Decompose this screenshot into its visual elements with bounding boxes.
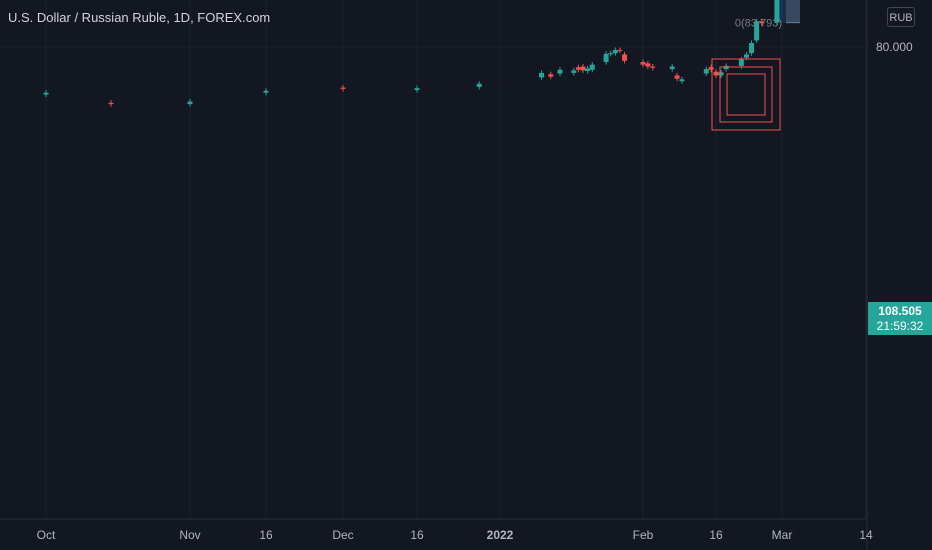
candle [108,100,114,107]
candle-body [340,87,346,89]
x-tick-label: Oct [37,528,56,542]
x-tick-label: Feb [633,528,654,542]
y-tick-label: 80.000 [876,40,913,54]
candle-body [617,49,623,51]
chart-title: U.S. Dollar / Russian Ruble, 1D, FOREX.c… [8,10,271,25]
candle [645,60,651,70]
x-tick-label: 14 [859,528,873,542]
x-tick-label: 16 [709,528,723,542]
candle [612,47,618,56]
candle [640,59,646,68]
candle-body [738,59,744,66]
candle [754,18,760,43]
candle-body [679,79,685,82]
candle [43,90,49,98]
projection-band [776,0,800,23]
candle-body [108,102,114,105]
target-box-outer [711,58,781,131]
candle [617,47,623,54]
candle [708,64,714,73]
candle [476,81,482,90]
candle-body [718,72,724,76]
candle [187,99,193,107]
x-tick-label: Dec [332,528,353,542]
last-price-value: 108.505 [878,304,922,318]
candle-body [749,42,755,54]
x-tick-label: 16 [259,528,273,542]
candle-body [622,54,628,61]
candle [557,67,563,77]
x-tick-label: Nov [179,528,200,542]
candle [759,18,765,26]
candle-body [759,21,765,24]
candle [749,40,755,56]
candle-body [589,64,595,70]
candle [539,70,545,80]
candle-body [414,88,420,91]
candle-body [723,65,729,70]
candle [571,67,577,76]
candle [608,50,614,57]
candle-body [612,49,618,54]
candle-body [580,66,586,71]
candle [703,66,709,77]
candle [713,69,719,79]
candle-body [575,67,581,70]
bar-countdown: 21:59:32 [876,319,924,333]
candle-body [645,63,651,67]
candle-body [669,66,675,70]
candle-body [674,75,680,79]
candle [585,65,591,74]
currency-badge[interactable]: RUB [887,7,915,27]
x-tick-label: 2022 [487,528,514,542]
fib-zone [786,0,800,23]
candle-body [603,53,609,63]
candle-body [754,21,760,41]
candle-body [708,67,714,70]
candle [414,85,420,93]
candle-body [640,62,646,65]
candle-body [263,90,269,93]
candle [674,72,680,82]
candle-body [743,54,749,58]
candle-body [539,72,545,78]
candle-body [650,66,656,68]
last-price-tag: 108.505 21:59:32 [868,302,932,335]
candle [580,63,586,73]
candle-body [557,69,563,74]
target-box-inner [726,73,766,116]
candle-body [608,53,614,55]
candle-body [476,83,482,87]
candle [650,63,656,71]
candle-body [43,92,49,95]
target-boxes [711,58,781,131]
candle-body [571,70,577,73]
candle [548,71,554,80]
candle [340,85,346,92]
candle [603,51,609,65]
candle [679,76,685,84]
candle [669,63,675,72]
candle-body [187,101,193,105]
x-tick-label: Mar [772,528,793,542]
candle [589,62,595,73]
candle [723,63,729,72]
candle [263,88,269,96]
candle-body [703,69,709,74]
candle-body [713,71,719,76]
target-box-middle [719,66,773,123]
x-tick-label: 16 [410,528,424,542]
candle [622,51,628,64]
candle [575,64,581,73]
candle-body [548,74,554,77]
candle [718,69,724,79]
candle-body [585,68,591,72]
